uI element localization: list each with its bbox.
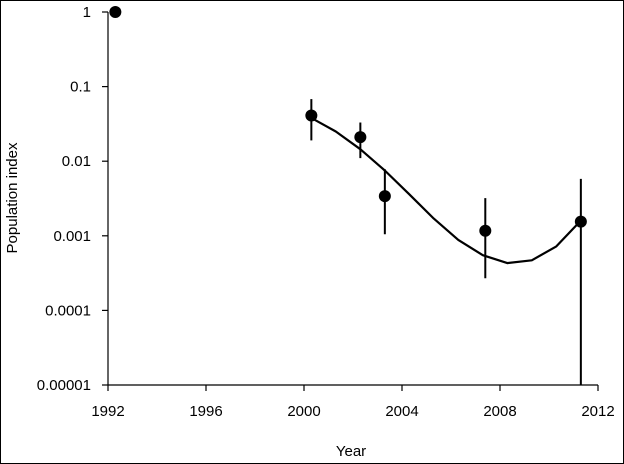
x-tick-label: 2012 bbox=[581, 403, 614, 420]
y-tick-label: 0.001 bbox=[53, 228, 91, 245]
x-tick-label: 1996 bbox=[189, 403, 222, 420]
y-tick-label: 0.0001 bbox=[45, 302, 91, 319]
data-point bbox=[574, 215, 587, 228]
x-tick-label: 2008 bbox=[483, 403, 516, 420]
fit-line bbox=[310, 116, 582, 265]
data-point bbox=[109, 6, 122, 18]
axis-ticks: 1992 1996 2000 2004 2008 2012 1 0.1 0.01 0.001 0.0… bbox=[37, 4, 615, 420]
data-point bbox=[479, 224, 492, 237]
y-tick-label: 0.01 bbox=[62, 153, 91, 170]
x-tick-label: 2004 bbox=[385, 403, 418, 420]
data-point bbox=[305, 109, 318, 122]
y-tick-label: 0.1 bbox=[70, 79, 91, 96]
fit-curve-group bbox=[310, 116, 582, 265]
data-point bbox=[354, 131, 367, 144]
y-tick-label: 1 bbox=[83, 4, 91, 21]
data-point bbox=[378, 190, 391, 203]
y-tick-label: 0.00001 bbox=[37, 377, 91, 394]
data-points-group bbox=[109, 6, 587, 237]
x-tick-label: 2000 bbox=[287, 403, 320, 420]
x-tick-label: 1992 bbox=[91, 403, 124, 420]
x-axis-title: Year bbox=[336, 443, 366, 460]
y-axis-title: Population index bbox=[4, 142, 21, 253]
